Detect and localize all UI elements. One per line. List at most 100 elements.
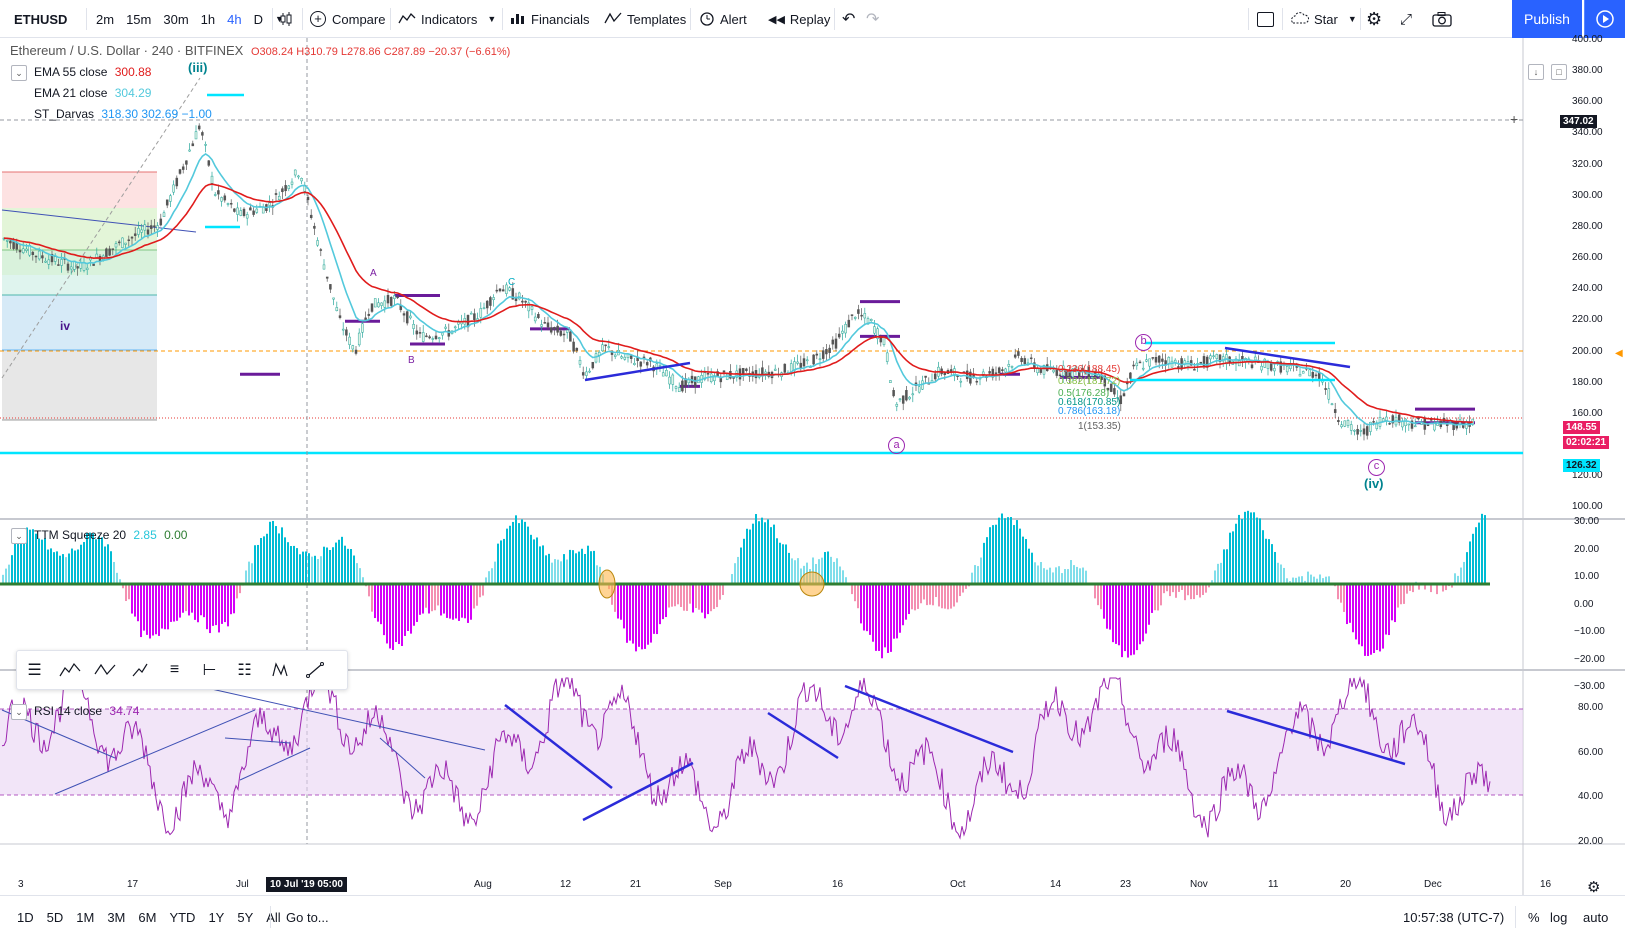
trend-line-icon[interactable] <box>297 651 332 689</box>
wave-label: C <box>508 277 516 288</box>
ttm-bar <box>1445 584 1447 591</box>
candle-body <box>1218 354 1222 362</box>
interval-4h[interactable]: 4h <box>227 11 242 27</box>
symbol-search[interactable]: ETHUSD <box>6 0 86 38</box>
ttm-legend[interactable]: TTM Squeeze 20 2.85 0.00 <box>34 528 187 542</box>
ttm-bar <box>989 527 991 584</box>
ttm-bar <box>254 545 256 584</box>
auto-toggle[interactable]: auto <box>1583 909 1609 925</box>
ema55-legend[interactable]: EMA 55 close 300.88 <box>34 65 151 79</box>
ttm-bar <box>356 563 358 584</box>
gear-icon[interactable]: ⚙ <box>1587 879 1601 896</box>
ttm-bar <box>1043 568 1045 584</box>
candle-body <box>1161 358 1164 362</box>
maximize-pane-icon[interactable]: □ <box>1551 64 1567 80</box>
path-icon[interactable] <box>122 651 157 689</box>
ttm-bar <box>1037 565 1039 584</box>
ttm-bar <box>311 556 313 584</box>
candle-body <box>1337 420 1340 423</box>
interval-30m[interactable]: 30m <box>163 11 189 27</box>
candle-body <box>15 242 19 250</box>
ttm-bar <box>95 539 97 584</box>
ttm-bar <box>494 561 496 584</box>
candle-body <box>553 327 556 330</box>
range-all[interactable]: All <box>266 909 281 925</box>
ttm-bar <box>1145 584 1147 634</box>
undo-icon[interactable]: ↶ <box>842 11 856 28</box>
range-5d[interactable]: 5D <box>46 909 64 925</box>
ttm-bar <box>1202 584 1204 596</box>
range-1m[interactable]: 1M <box>76 909 95 925</box>
financials-button[interactable]: Financials <box>510 0 590 38</box>
horizontal-lines-icon[interactable]: ☰ <box>27 662 42 679</box>
chevron-down-icon[interactable]: ▼ <box>274 14 284 24</box>
interval-1h[interactable]: 1h <box>200 11 216 27</box>
candle-body <box>229 203 233 205</box>
candle-body <box>191 143 195 147</box>
interval-d[interactable]: D <box>253 11 263 27</box>
arrow-down-icon[interactable]: ↓ <box>1528 64 1544 80</box>
xabcd-pattern-icon[interactable] <box>262 651 297 689</box>
candle-body <box>60 259 63 266</box>
range-3m[interactable]: 3M <box>107 909 126 925</box>
indicators-button[interactable]: Indicators ▼ <box>398 0 496 38</box>
ema21-legend[interactable]: EMA 21 close 304.29 <box>34 86 151 100</box>
fib-channel-icon[interactable]: ≡ <box>169 661 180 678</box>
collapse-ttm-button[interactable]: ⌄ <box>11 528 27 544</box>
elliott-wave-icon[interactable] <box>52 651 87 689</box>
horizontal-ray-icon[interactable]: ⊢ <box>202 662 217 679</box>
range-6m[interactable]: 6M <box>138 909 157 925</box>
publish-button[interactable]: Publish <box>1512 0 1582 38</box>
candle-body <box>1285 365 1289 373</box>
candle-body <box>665 369 668 377</box>
compare-button[interactable]: + Compare <box>310 0 385 38</box>
candle-body <box>380 302 383 306</box>
ttm-bar <box>326 547 328 584</box>
range-1d[interactable]: 1D <box>17 909 34 925</box>
abc-wave-icon[interactable] <box>87 651 122 689</box>
ttm-bar <box>29 529 31 584</box>
range-1y[interactable]: 1Y <box>208 909 225 925</box>
gear-icon[interactable]: ⚙ <box>1366 8 1383 29</box>
interval-15m[interactable]: 15m <box>126 11 152 27</box>
play-icon[interactable] <box>1584 0 1625 38</box>
ttm-bar <box>971 572 973 584</box>
collapse-rsi-button[interactable]: ⌄ <box>11 704 27 720</box>
layout-star-button[interactable]: Star ▼ <box>1289 0 1357 38</box>
ttm-bar <box>290 546 292 584</box>
camera-icon[interactable] <box>1432 0 1452 38</box>
rsi-tick: 80.00 <box>1578 702 1604 713</box>
range-ytd[interactable]: YTD <box>169 909 196 925</box>
candle-body <box>31 251 35 255</box>
darvas-legend[interactable]: ST_Darvas 318.30 302.69 −1.00 <box>34 107 212 121</box>
chart-canvas[interactable]: + <box>0 38 1625 895</box>
fullscreen-checkbox-icon[interactable] <box>1257 0 1274 38</box>
ttm-bar <box>1322 578 1324 584</box>
alert-marker-icon[interactable]: ◀ <box>1615 348 1623 359</box>
redo-icon[interactable]: ↷ <box>866 11 880 28</box>
expand-icon[interactable]: ⤢ <box>1400 10 1413 28</box>
ttm-bar <box>701 584 703 613</box>
candle-body <box>1301 371 1305 374</box>
percent-toggle[interactable]: % <box>1528 909 1540 925</box>
rsi-legend[interactable]: RSI 14 close 34.74 <box>34 704 139 718</box>
interval-2m[interactable]: 2m <box>96 11 115 27</box>
ttm-bar <box>1301 576 1303 584</box>
candle-style-icon[interactable] <box>278 0 298 38</box>
candle-body <box>850 314 854 316</box>
goto-button[interactable]: Go to... <box>286 909 329 925</box>
ttm-bar <box>503 538 505 584</box>
date-range-icon[interactable]: ☷ <box>237 662 252 679</box>
replay-button[interactable]: ◀◀ Replay <box>768 0 830 38</box>
range-5y[interactable]: 5Y <box>237 909 254 925</box>
candle-body <box>549 327 553 333</box>
ttm-bar <box>599 566 601 584</box>
log-toggle[interactable]: log <box>1550 909 1568 925</box>
collapse-legend-button[interactable]: ⌄ <box>11 65 27 81</box>
ttm-bar <box>542 545 544 584</box>
alert-button[interactable]: Alert <box>699 0 747 38</box>
chevron-down-icon: ▼ <box>487 14 497 24</box>
templates-button[interactable]: Templates <box>604 0 686 38</box>
clock-label[interactable]: 10:57:38 (UTC-7) <box>1403 909 1505 925</box>
ttm-bar <box>923 584 925 600</box>
